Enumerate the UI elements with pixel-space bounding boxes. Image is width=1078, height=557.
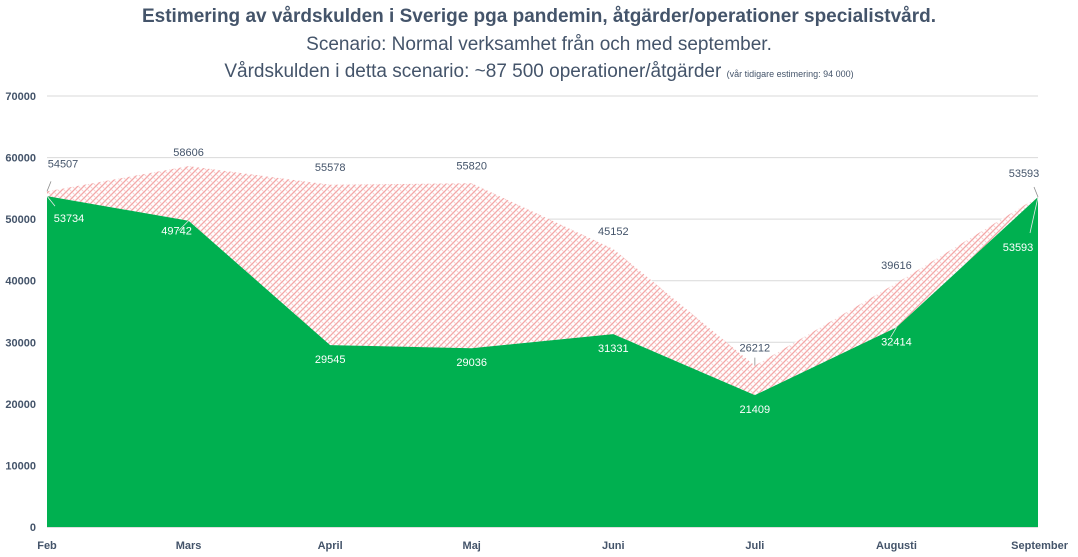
data-label-normal: 54507 <box>48 158 79 170</box>
data-label-normal: 55820 <box>456 160 487 172</box>
debt-note: (vår tidigare estimering: 94 000) <box>726 69 854 79</box>
leader-line <box>46 181 52 192</box>
data-label-actual: 31331 <box>598 343 629 355</box>
chart-title: Estimering av vårdskulden i Sverige pga … <box>141 6 937 27</box>
x-tick-label: April <box>318 540 343 552</box>
y-tick-label: 50000 <box>5 214 36 226</box>
debt-text: Vårdskulden i detta scenario: ~87 500 op… <box>224 61 722 82</box>
data-label-actual: 53593 <box>1003 242 1034 254</box>
series-area-actual <box>47 196 1038 527</box>
leader-line <box>1033 186 1039 198</box>
y-tick-label: 10000 <box>5 460 36 472</box>
leader-line <box>890 327 897 338</box>
x-tick-label: Feb <box>37 540 57 552</box>
x-tick-label: Juni <box>602 540 625 552</box>
leader-line <box>46 195 56 207</box>
y-tick-label: 70000 <box>5 91 36 103</box>
data-label-actual: 29545 <box>315 354 346 366</box>
x-tick-label: Maj <box>463 540 481 552</box>
x-tick-label: Juli <box>745 540 764 552</box>
data-label-actual: 53734 <box>54 213 85 225</box>
data-label-normal: 53593 <box>1009 168 1040 180</box>
y-tick-label: 0 <box>30 522 36 534</box>
y-tick-label: 30000 <box>5 337 36 349</box>
data-label-actual: 29036 <box>456 357 487 369</box>
y-tick-label: 40000 <box>5 276 36 288</box>
data-label-normal: 26212 <box>740 343 771 355</box>
data-label-normal: 58606 <box>173 147 204 159</box>
data-label-actual: 32414 <box>881 336 912 348</box>
data-label-normal: 39616 <box>881 260 912 272</box>
y-tick-label: 20000 <box>5 399 36 411</box>
leader-line <box>1029 196 1039 234</box>
x-tick-label: September <box>1011 540 1069 552</box>
leader-line <box>178 220 189 232</box>
data-label-actual: 21409 <box>740 404 771 416</box>
y-tick-label: 60000 <box>5 153 36 165</box>
x-tick-label: Mars <box>176 540 202 552</box>
data-label-actual: 49742 <box>161 226 192 238</box>
chart-subtitle-debt: Vårdskulden i detta scenario: ~87 500 op… <box>0 61 1078 83</box>
data-label-normal: 55578 <box>315 162 346 174</box>
x-tick-label: Augusti <box>876 540 917 552</box>
chart-subtitle-scenario: Scenario: Normal verksamhet från och med… <box>306 34 772 55</box>
data-label-normal: 45152 <box>598 226 629 238</box>
